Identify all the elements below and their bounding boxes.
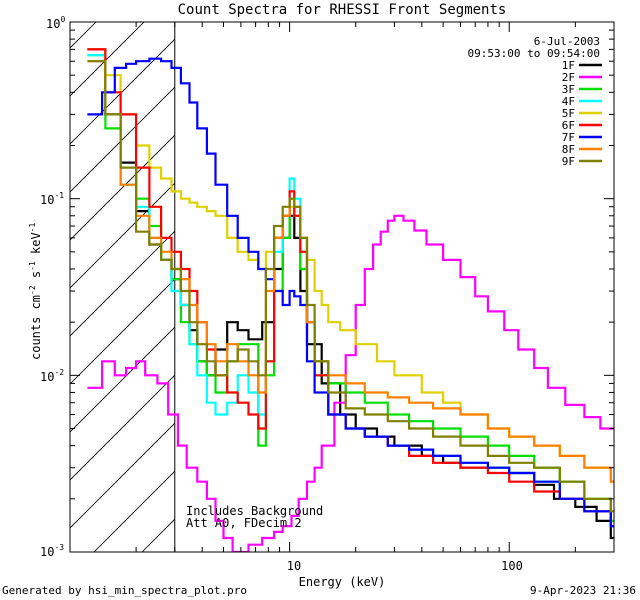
hatch-line-8: [70, 230, 175, 337]
series-line-8F: [87, 60, 614, 483]
legend-label-7F: 7F: [562, 131, 575, 144]
legend-date: 6-Jul-2003: [534, 35, 600, 48]
legend-label-6F: 6F: [562, 119, 575, 132]
chart-title: Count Spectra for RHESSI Front Segments: [178, 2, 507, 18]
x-axis-label: Energy (keV): [299, 575, 386, 589]
axis-ticks: [69, 21, 615, 553]
x-tick-labels: 10 100: [287, 559, 523, 573]
legend-time-range: 09:53:00 to 09:54:00: [468, 47, 600, 60]
legend-label-9F: 9F: [562, 155, 575, 168]
legend-label-2F: 2F: [562, 71, 575, 84]
annotation-attenuator: Att A0, FDecim 2: [186, 516, 302, 530]
hatch-line-5: [70, 86, 175, 193]
x-tick-label-100: 100: [501, 559, 523, 573]
legend: 6-Jul-2003 09:53:00 to 09:54:00 1F2F3F4F…: [468, 35, 602, 168]
legend-label-1F: 1F: [562, 59, 575, 72]
annotation-background: Includes Background: [186, 504, 323, 518]
hatch-line-3: [70, 22, 145, 97]
hatch-line-16: [238, 0, 640, 552]
y-tick-label-1: 100: [46, 15, 65, 31]
plot-frame: [69, 21, 615, 553]
y-tick-labels: 100 10-1 10-2 10-3: [40, 15, 65, 559]
legend-label-3F: 3F: [562, 83, 575, 96]
legend-label-4F: 4F: [562, 95, 575, 108]
hatch-line-11: [70, 374, 175, 481]
series-lines: [87, 48, 614, 552]
legend-label-8F: 8F: [562, 143, 575, 156]
series-line-2F: [87, 214, 614, 552]
series-line-9F: [87, 60, 614, 513]
hatch-line-9: [70, 278, 175, 385]
hatched-region: [0, 0, 640, 552]
hatch-line-1: [0, 0, 118, 552]
series-line-7F: [87, 57, 614, 528]
hatch-line-7: [70, 182, 175, 289]
y-tick-label-0.01: 10-2: [40, 368, 64, 384]
footer-timestamp: 9-Apr-2023 21:36: [530, 584, 636, 597]
x-tick-label-10: 10: [287, 559, 301, 573]
legend-label-5F: 5F: [562, 107, 575, 120]
series-line-5F: [87, 48, 614, 483]
hatch-line-6: [70, 134, 175, 241]
y-tick-label-0.001: 10-3: [40, 543, 64, 559]
hatch-line-12: [70, 422, 175, 529]
y-axis-label: counts cm-2 s-1 keV-1: [28, 223, 43, 360]
hatch-line-4: [70, 38, 175, 145]
y-tick-label-0.1: 10-1: [40, 191, 64, 207]
hatch-line-19: [382, 0, 640, 552]
annotation: Includes Background Att A0, FDecim 2: [186, 504, 323, 530]
hatch-line-13: [93, 470, 175, 552]
footer-generated-by: Generated by hsi_min_spectra_plot.pro: [2, 584, 247, 597]
